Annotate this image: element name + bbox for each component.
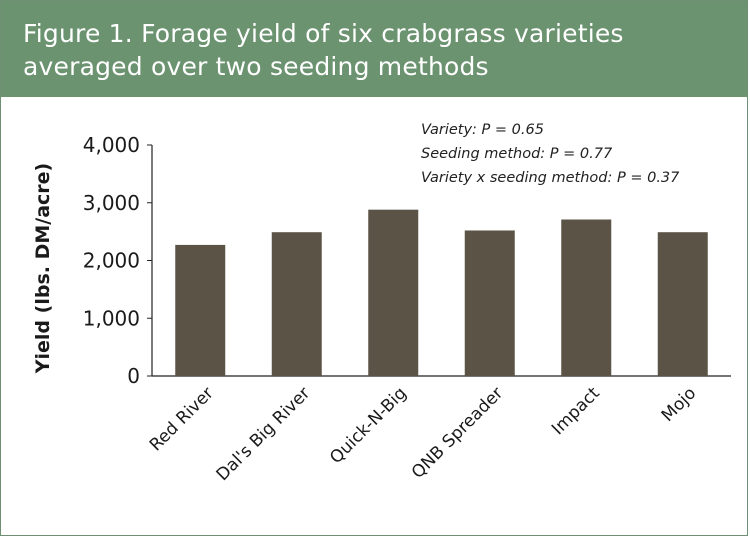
axes <box>151 145 731 377</box>
bar <box>271 232 322 376</box>
bar <box>657 232 708 376</box>
y-tick-label: 0 <box>127 364 140 388</box>
x-tick-label: Quick-N-Big <box>326 383 411 468</box>
y-tick-label: 3,000 <box>83 191 140 215</box>
figure-header: Figure 1. Forage yield of six crabgrass … <box>1 1 747 97</box>
figure-title: Figure 1. Forage yield of six crabgrass … <box>23 19 624 81</box>
y-tick-label: 2,000 <box>83 249 140 273</box>
bar <box>368 209 419 376</box>
bars <box>175 209 708 376</box>
x-tick-label: Red River <box>146 383 218 455</box>
bar <box>464 230 515 376</box>
stat-seeding-method: Seeding method: P = 0.77 <box>421 146 613 162</box>
x-tick-label: Dal's Big River <box>213 383 315 485</box>
stat-variety: Variety: P = 0.65 <box>421 122 544 138</box>
y-tick-labels: 0 1,000 2,000 3,000 4,000 <box>83 133 152 388</box>
bar <box>175 244 226 376</box>
y-tick-label: 1,000 <box>83 306 140 330</box>
x-tick-label: QNB Spreader <box>408 383 507 482</box>
bar <box>561 219 612 376</box>
y-axis-title: Yield (lbs. DM/acre) <box>32 163 54 374</box>
stats-annotation: Variety: P = 0.65 Seeding method: P = 0.… <box>421 118 679 190</box>
x-tick-label: Mojo <box>658 383 701 426</box>
stat-interaction: Variety x seeding method: P = 0.37 <box>421 170 680 186</box>
y-tick-label: 4,000 <box>83 133 140 157</box>
x-tick-label: Impact <box>548 383 604 439</box>
y-axis-title-group: Yield (lbs. DM/acre) <box>32 163 54 374</box>
